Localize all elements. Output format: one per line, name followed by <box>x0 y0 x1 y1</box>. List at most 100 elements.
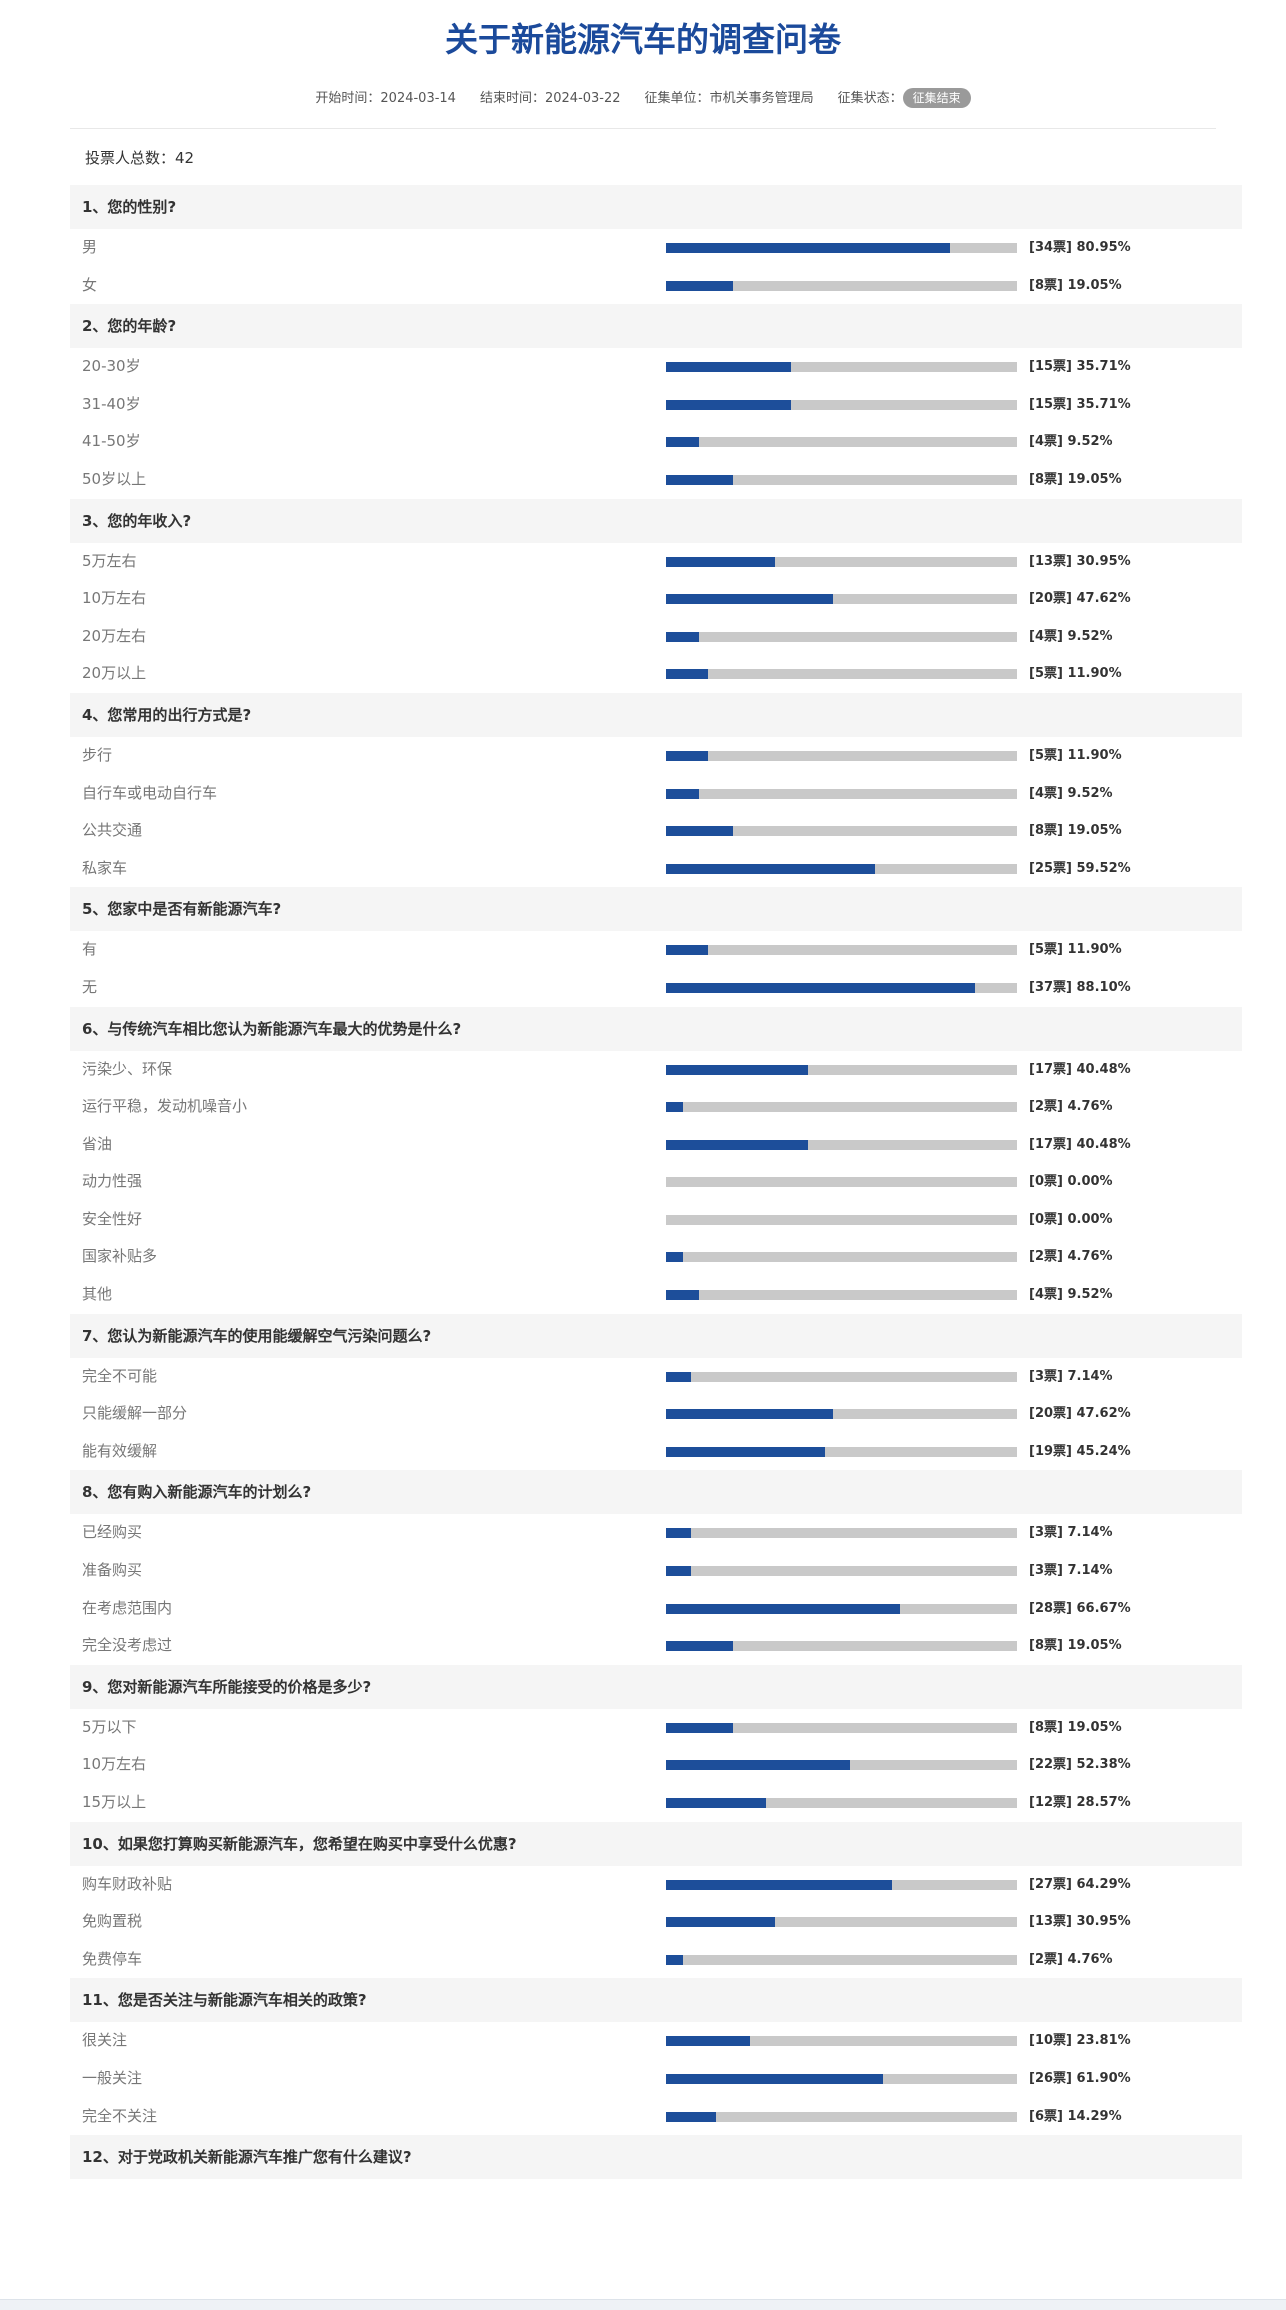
option-label: 准备购买 <box>82 1561 143 1580</box>
bar-track <box>666 1566 1017 1577</box>
option-row: 购车财政补贴 [27票] 64.29% <box>70 1866 1242 1904</box>
bar-track <box>666 1917 1017 1928</box>
option-row: 免购置税 [13票] 30.95% <box>70 1903 1242 1941</box>
option-label: 私家车 <box>82 858 128 877</box>
bar-track <box>666 1798 1017 1808</box>
bar-track <box>666 1722 1017 1733</box>
option-row: 15万以上 [12票] 28.57% <box>70 1784 1242 1822</box>
bar-track <box>666 669 1017 680</box>
option-result: [19票] 45.24% <box>1029 1443 1131 1459</box>
question-title: 3、您的年收入? <box>70 498 1242 543</box>
question-title: 2、您的年龄? <box>70 304 1242 349</box>
option-row: 女 [8票] 19.05% <box>70 267 1242 305</box>
option-row: 能有效缓解 [19票] 45.24% <box>70 1433 1242 1471</box>
option-row: 31-40岁 [15票] 35.71% <box>70 386 1242 424</box>
option-result: [17票] 40.48% <box>1029 1061 1131 1077</box>
bar-fill <box>666 750 708 761</box>
option-label: 自行车或电动自行车 <box>82 783 218 802</box>
meta-label: 征集单位： <box>644 91 710 106</box>
bar-track <box>666 594 1017 605</box>
bar-fill <box>666 631 700 642</box>
meta-bar: 开始时间：2024-03-14 结束时间：2024-03-22 征集单位：市机关事务… <box>0 88 1286 110</box>
option-row: 10万左右 [22票] 52.38% <box>70 1746 1242 1784</box>
option-label: 省油 <box>82 1134 113 1153</box>
bar-fill <box>666 1371 692 1382</box>
option-result: [37票] 88.10% <box>1029 979 1131 995</box>
option-row: 已经购买 [3票] 7.14% <box>70 1514 1242 1552</box>
option-result: [3票] 7.14% <box>1029 1563 1113 1579</box>
bar-fill <box>666 1879 892 1890</box>
bar-track <box>666 1139 1017 1150</box>
option-result: [17票] 40.48% <box>1029 1136 1131 1152</box>
status-strip <box>0 2299 1286 2310</box>
option-row: 公共交通 [8票] 19.05% <box>70 812 1242 850</box>
option-result: [28票] 66.67% <box>1029 1600 1131 1616</box>
option-result: [4票] 9.52% <box>1029 785 1113 801</box>
option-result: [13票] 30.95% <box>1029 1914 1131 1930</box>
bar-track <box>666 2073 1017 2084</box>
bar-fill <box>666 2073 884 2084</box>
bar-fill <box>666 669 708 680</box>
option-label: 有 <box>82 940 98 959</box>
question-title: 1、您的性别? <box>70 185 1242 229</box>
option-result: [5票] 11.90% <box>1029 666 1122 682</box>
option-result: [0票] 0.00% <box>1029 1211 1113 1227</box>
total-label: 投票人总数： <box>85 149 176 167</box>
option-row: 免费停车 [2票] 4.76% <box>70 1941 1242 1979</box>
option-result: [34票] 80.95% <box>1029 240 1131 255</box>
option-label: 20-30岁 <box>82 357 141 376</box>
option-result: [6票] 14.29% <box>1029 2108 1122 2124</box>
option-result: [8票] 19.05% <box>1029 471 1122 487</box>
bar-fill <box>666 826 733 837</box>
option-row: 完全不可能 [3票] 7.14% <box>70 1358 1242 1396</box>
option-label: 动力性强 <box>82 1172 143 1191</box>
option-row: 污染少、环保 [17票] 40.48% <box>70 1051 1242 1089</box>
bar-fill <box>666 474 733 485</box>
question-title: 6、与传统汽车相比您认为新能源汽车最大的优势是什么? <box>70 1006 1242 1051</box>
question-title: 11、您是否关注与新能源汽车相关的政策? <box>70 1978 1242 2023</box>
option-label: 15万以上 <box>82 1793 147 1811</box>
option-row: 自行车或电动自行车 [4票] 9.52% <box>70 775 1242 813</box>
option-label: 已经购买 <box>82 1523 143 1542</box>
meta-value: 2024-03-14 <box>380 91 456 106</box>
bar-track <box>666 863 1017 874</box>
bar-fill <box>666 2111 717 2122</box>
results: 投票人总数：42 1、您的性别? 男 [34票] 80.95% 女 [8票] 19.05… <box>70 131 1242 2180</box>
question-title: 4、您常用的出行方式是? <box>70 692 1242 737</box>
option-row: 5万以下 [8票] 19.05% <box>70 1709 1242 1747</box>
bar-fill <box>666 982 976 993</box>
option-result: [2票] 4.76% <box>1029 1249 1113 1265</box>
option-label: 步行 <box>82 745 113 764</box>
meta-item: 结束时间：2024-03-22 <box>480 91 621 106</box>
bar-track <box>666 826 1017 837</box>
option-row: 私家车 [25票] 59.52% <box>70 850 1242 888</box>
option-result: [8票] 19.05% <box>1029 1719 1122 1735</box>
option-row: 步行 [5票] 11.90% <box>70 737 1242 775</box>
bar-fill <box>666 1603 900 1614</box>
bar-track <box>666 788 1017 799</box>
option-row: 有 [5票] 11.90% <box>70 931 1242 969</box>
option-result: [15票] 35.71% <box>1029 359 1131 375</box>
bar-track <box>666 945 1017 956</box>
option-result: [4票] 9.52% <box>1029 628 1113 644</box>
bar-track <box>666 437 1017 448</box>
option-row: 安全性好 [0票] 0.00% <box>70 1201 1242 1239</box>
option-row: 20万左右 [4票] 9.52% <box>70 618 1242 656</box>
bar-track <box>666 1528 1017 1539</box>
option-row: 5万左右 [13票] 30.95% <box>70 543 1242 581</box>
option-label: 完全不关注 <box>82 2106 158 2125</box>
bar-fill <box>666 1954 683 1965</box>
total-voters: 投票人总数：42 <box>70 131 1242 185</box>
option-row: 完全不关注 [6票] 14.29% <box>70 2098 1242 2136</box>
option-row: 41-50岁 [4票] 9.52% <box>70 423 1242 461</box>
option-label: 在考虑范围内 <box>82 1598 173 1617</box>
bar-fill <box>666 280 733 291</box>
option-label: 41-50岁 <box>82 432 141 451</box>
option-result: [22票] 52.38% <box>1029 1757 1131 1773</box>
option-label: 20万以上 <box>82 664 147 683</box>
option-label: 很关注 <box>82 2031 128 2050</box>
bar-track <box>666 2111 1017 2122</box>
bar-fill <box>666 1641 733 1652</box>
option-result: [8票] 19.05% <box>1029 1638 1122 1654</box>
